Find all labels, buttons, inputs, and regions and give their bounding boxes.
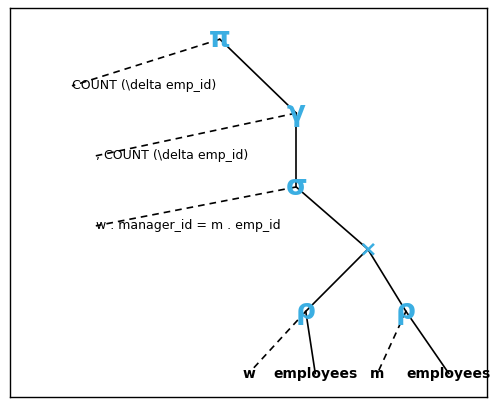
Text: employees: employees: [273, 367, 357, 381]
Text: , COUNT (\delta emp_id): , COUNT (\delta emp_id): [96, 149, 248, 162]
Text: m: m: [370, 367, 385, 381]
Text: π: π: [209, 25, 231, 53]
Text: employees: employees: [407, 367, 491, 381]
Text: COUNT (\delta emp_id): COUNT (\delta emp_id): [72, 79, 216, 92]
Text: σ: σ: [285, 173, 307, 201]
Text: w: w: [242, 367, 255, 381]
Text: ×: ×: [358, 239, 377, 259]
Text: w . manager_id = m . emp_id: w . manager_id = m . emp_id: [96, 220, 280, 232]
Text: ρ: ρ: [396, 297, 416, 325]
Text: γ: γ: [287, 99, 306, 127]
Text: ρ: ρ: [296, 297, 316, 325]
